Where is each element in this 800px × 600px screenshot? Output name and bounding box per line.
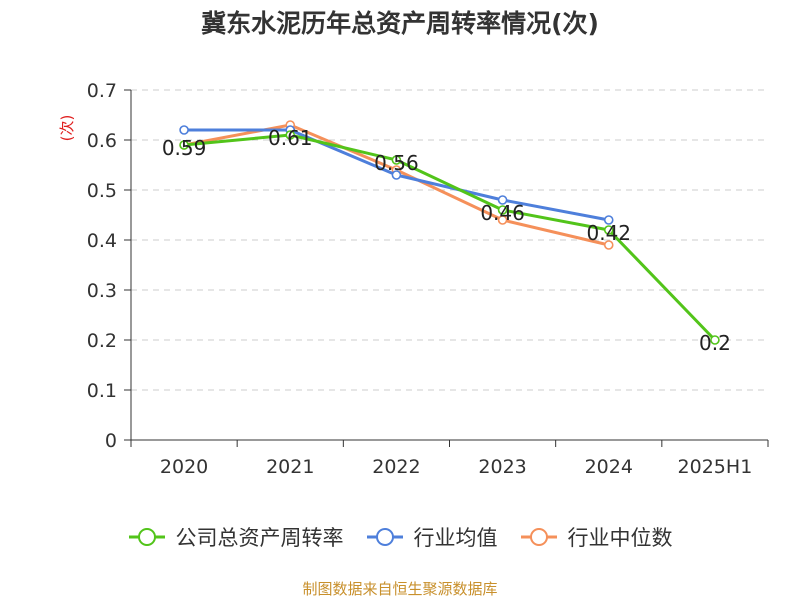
data-point[interactable] bbox=[603, 225, 614, 235]
y-tick-label: 0.7 bbox=[87, 80, 117, 102]
data-label: 0.46 bbox=[480, 201, 525, 225]
axes: 0 0.1 0.2 0.3 0.4 0.5 0.6 0.7 2020 2021 2022 2023 20… bbox=[58, 80, 769, 478]
legend-item[interactable]: 公司总资产周转率 bbox=[128, 522, 344, 552]
data-point[interactable] bbox=[391, 170, 402, 180]
data-label: 0.59 bbox=[162, 136, 207, 160]
legend-marker-icon bbox=[128, 528, 165, 546]
legend-marker-icon bbox=[366, 528, 403, 546]
x-tick-label: 2022 bbox=[372, 456, 420, 478]
data-label: 0.42 bbox=[586, 221, 631, 245]
source-note: 制图数据来自恒生聚源数据库 bbox=[302, 580, 498, 598]
series-line-0 bbox=[183, 133, 716, 342]
y-tick-label: 0.3 bbox=[87, 280, 117, 302]
x-tick-label: 2021 bbox=[266, 456, 314, 478]
data-point[interactable] bbox=[603, 240, 614, 250]
series-lines bbox=[179, 120, 720, 345]
data-label: 0.2 bbox=[699, 331, 731, 355]
series-line-2 bbox=[183, 123, 610, 247]
data-point[interactable] bbox=[497, 215, 508, 225]
x-tick-label: 2020 bbox=[160, 456, 208, 478]
legend-item[interactable]: 行业中位数 bbox=[520, 522, 673, 552]
legend-label: 行业中位数 bbox=[567, 526, 673, 550]
data-label: 0.56 bbox=[374, 151, 419, 175]
data-point[interactable] bbox=[285, 130, 296, 140]
legend-marker-icon bbox=[520, 528, 557, 546]
data-labels: 0.59 0.61 0.56 0.46 0.42 0.2 bbox=[162, 126, 731, 355]
legend-item[interactable]: 行业均值 bbox=[366, 522, 498, 552]
y-axis-label: (次) bbox=[58, 115, 76, 142]
grid-lines bbox=[131, 89, 768, 391]
y-tick-label: 0.5 bbox=[87, 180, 117, 202]
y-tick-label: 0.4 bbox=[87, 230, 117, 252]
data-point[interactable] bbox=[179, 140, 189, 150]
data-point[interactable] bbox=[391, 155, 402, 165]
chart-title: 冀东水泥历年总资产周转率情况(次) bbox=[201, 9, 599, 38]
y-tick-label: 0 bbox=[105, 430, 117, 452]
x-tick-label: 2025H1 bbox=[678, 456, 753, 478]
x-tick-label: 2023 bbox=[478, 456, 526, 478]
y-tick-label: 0.1 bbox=[87, 380, 117, 402]
data-point[interactable] bbox=[497, 195, 508, 205]
y-tick-label: 0.6 bbox=[87, 130, 117, 152]
y-tick-label: 0.2 bbox=[87, 330, 117, 352]
legend: 公司总资产周转率 行业均值 行业中位数 bbox=[0, 519, 800, 555]
legend-label: 行业均值 bbox=[413, 526, 498, 550]
x-tick-label: 2024 bbox=[585, 456, 633, 478]
data-point[interactable] bbox=[497, 205, 508, 215]
data-label: 0.61 bbox=[268, 126, 313, 150]
data-point[interactable] bbox=[603, 215, 614, 225]
data-point[interactable] bbox=[710, 335, 720, 345]
data-point[interactable] bbox=[179, 125, 189, 135]
legend-label: 公司总资产周转率 bbox=[175, 526, 344, 550]
